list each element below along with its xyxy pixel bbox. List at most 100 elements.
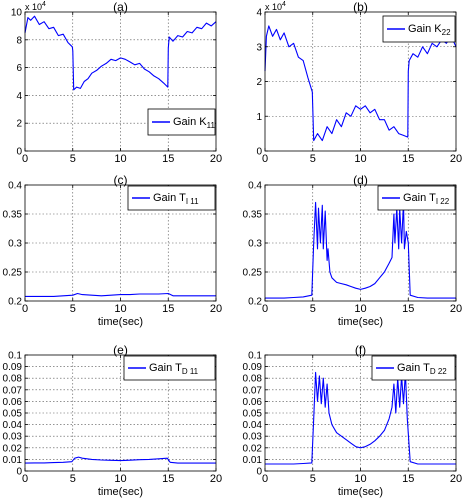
y-tick-label: 0.07 (243, 385, 263, 396)
y-exponent-power: 4 (282, 1, 286, 8)
legend-subscript: 11 (207, 121, 216, 130)
y-tick-label: 0 (256, 147, 262, 158)
y-tick-label: 2 (16, 119, 22, 130)
y-tick-label: 0.06 (243, 397, 263, 408)
x-tick-label: 5 (310, 473, 316, 485)
y-tick-label: 0.4 (248, 181, 262, 192)
x-tick-label: 10 (354, 303, 366, 315)
y-tick-label: 0.03 (243, 432, 263, 443)
series-line-1 (265, 201, 456, 299)
x-tick-label: 10 (114, 473, 126, 485)
y-tick-label: 6 (16, 63, 22, 74)
x-tick-label: 15 (402, 303, 414, 315)
x-tick-label: 5 (310, 303, 316, 315)
y-tick-label: 3 (256, 42, 262, 53)
x-tick-label: 15 (402, 153, 414, 165)
y-tick-label: 0.2 (8, 297, 22, 308)
y-tick-label: 0.04 (243, 420, 263, 431)
y-tick-label: 0.02 (3, 443, 23, 454)
x-tick-label: 0 (22, 303, 28, 315)
y-tick-label: 0 (16, 467, 22, 478)
y-tick-label: 4 (16, 91, 22, 102)
legend-box (123, 355, 216, 381)
x-tick-label: 5 (70, 303, 76, 315)
y-exponent-label: x 104 (265, 1, 286, 12)
y-exponent-label: x 104 (25, 1, 46, 12)
y-tick-label: 0.01 (243, 455, 263, 466)
x-tick-label: 10 (354, 153, 366, 165)
x-tick-label: 15 (402, 473, 414, 485)
x-tick-label: 5 (70, 473, 76, 485)
legend-name: Gain T (403, 192, 436, 204)
legend-name: Gain T (397, 362, 430, 374)
legend-label: Gain K11 (173, 116, 215, 130)
series-line-1 (264, 25, 457, 142)
panel-label: (e) (113, 343, 128, 357)
legend-box (127, 185, 216, 211)
legend-label: Gain TI 22 (403, 192, 450, 206)
y-tick-label: 0 (16, 147, 22, 158)
y-tick-label: 0.09 (243, 362, 263, 373)
legend-label: Gain K22 (408, 23, 451, 37)
x-tick-label: 10 (114, 303, 126, 315)
x-axis-label: time(sec) (98, 316, 143, 328)
legend-name: Gain K (173, 116, 207, 128)
y-tick-label: 0.05 (243, 409, 263, 420)
y-tick-label: 0.08 (243, 374, 263, 385)
y-tick-label: 1 (256, 112, 262, 123)
y-tick-label: 0.02 (243, 443, 263, 454)
x-tick-label: 20 (210, 473, 222, 485)
chart-panel-5: 0 5 10 15 2000.010.020.030.040.050.060.070.0… (3, 343, 223, 498)
panel-label: (a) (113, 0, 128, 14)
y-tick-label: 0.04 (3, 420, 23, 431)
y-tick-label: 0.3 (248, 239, 262, 250)
x-tick-label: 0 (22, 473, 28, 485)
legend-subscript: D 11 (182, 367, 199, 376)
legend-name: Gain K (408, 23, 442, 35)
legend: Gain TD 11 (123, 355, 216, 381)
x-tick-label: 10 (114, 153, 126, 165)
chart-panel-6: 0 5 10 15 2000.010.020.030.040.050.060.070.0… (243, 343, 463, 498)
x-tick-label: 20 (210, 303, 222, 315)
x-tick-label: 15 (162, 473, 174, 485)
grid (25, 355, 216, 471)
legend: Gain K11 (147, 108, 215, 136)
panel-label: (b) (353, 0, 368, 14)
y-tick-label: 0.4 (8, 181, 22, 192)
y-tick-label: 0.01 (3, 455, 23, 466)
x-tick-label: 20 (450, 303, 462, 315)
y-tick-label: 0 (256, 467, 262, 478)
x-tick-label: 15 (162, 303, 174, 315)
y-exponent-base: x 10 (25, 2, 42, 12)
legend-label: Gain TD 11 (149, 362, 199, 376)
legend-name: Gain T (153, 192, 186, 204)
y-tick-label: 0.08 (3, 374, 23, 385)
series-line-1 (24, 15, 217, 91)
legend-subscript: D 22 (430, 367, 447, 376)
panel-label: (c) (114, 173, 128, 187)
y-tick-label: 0.05 (3, 409, 23, 420)
x-tick-label: 5 (310, 153, 316, 165)
legend-subscript: 22 (442, 28, 451, 37)
series-line-1 (25, 292, 216, 297)
x-tick-label: 20 (450, 153, 462, 165)
x-tick-label: 0 (262, 153, 268, 165)
y-tick-label: 0.25 (3, 268, 23, 279)
y-tick-label: 0.03 (3, 432, 23, 443)
y-exponent-base: x 10 (265, 2, 282, 12)
y-tick-label: 8 (16, 35, 22, 46)
x-tick-label: 20 (450, 473, 462, 485)
y-exponent-power: 4 (42, 1, 46, 8)
x-tick-label: 5 (70, 153, 76, 165)
y-tick-label: 0.35 (243, 210, 263, 221)
y-tick-label: 0.09 (3, 362, 23, 373)
x-tick-label: 15 (162, 153, 174, 165)
x-axis-label: time(sec) (338, 316, 383, 328)
y-tick-label: 0.35 (3, 210, 23, 221)
x-tick-label: 0 (262, 473, 268, 485)
y-tick-label: 10 (11, 8, 23, 19)
legend: Gain TI 22 (377, 185, 456, 211)
legend-subscript: I 11 (186, 197, 199, 206)
x-tick-label: 0 (22, 153, 28, 165)
